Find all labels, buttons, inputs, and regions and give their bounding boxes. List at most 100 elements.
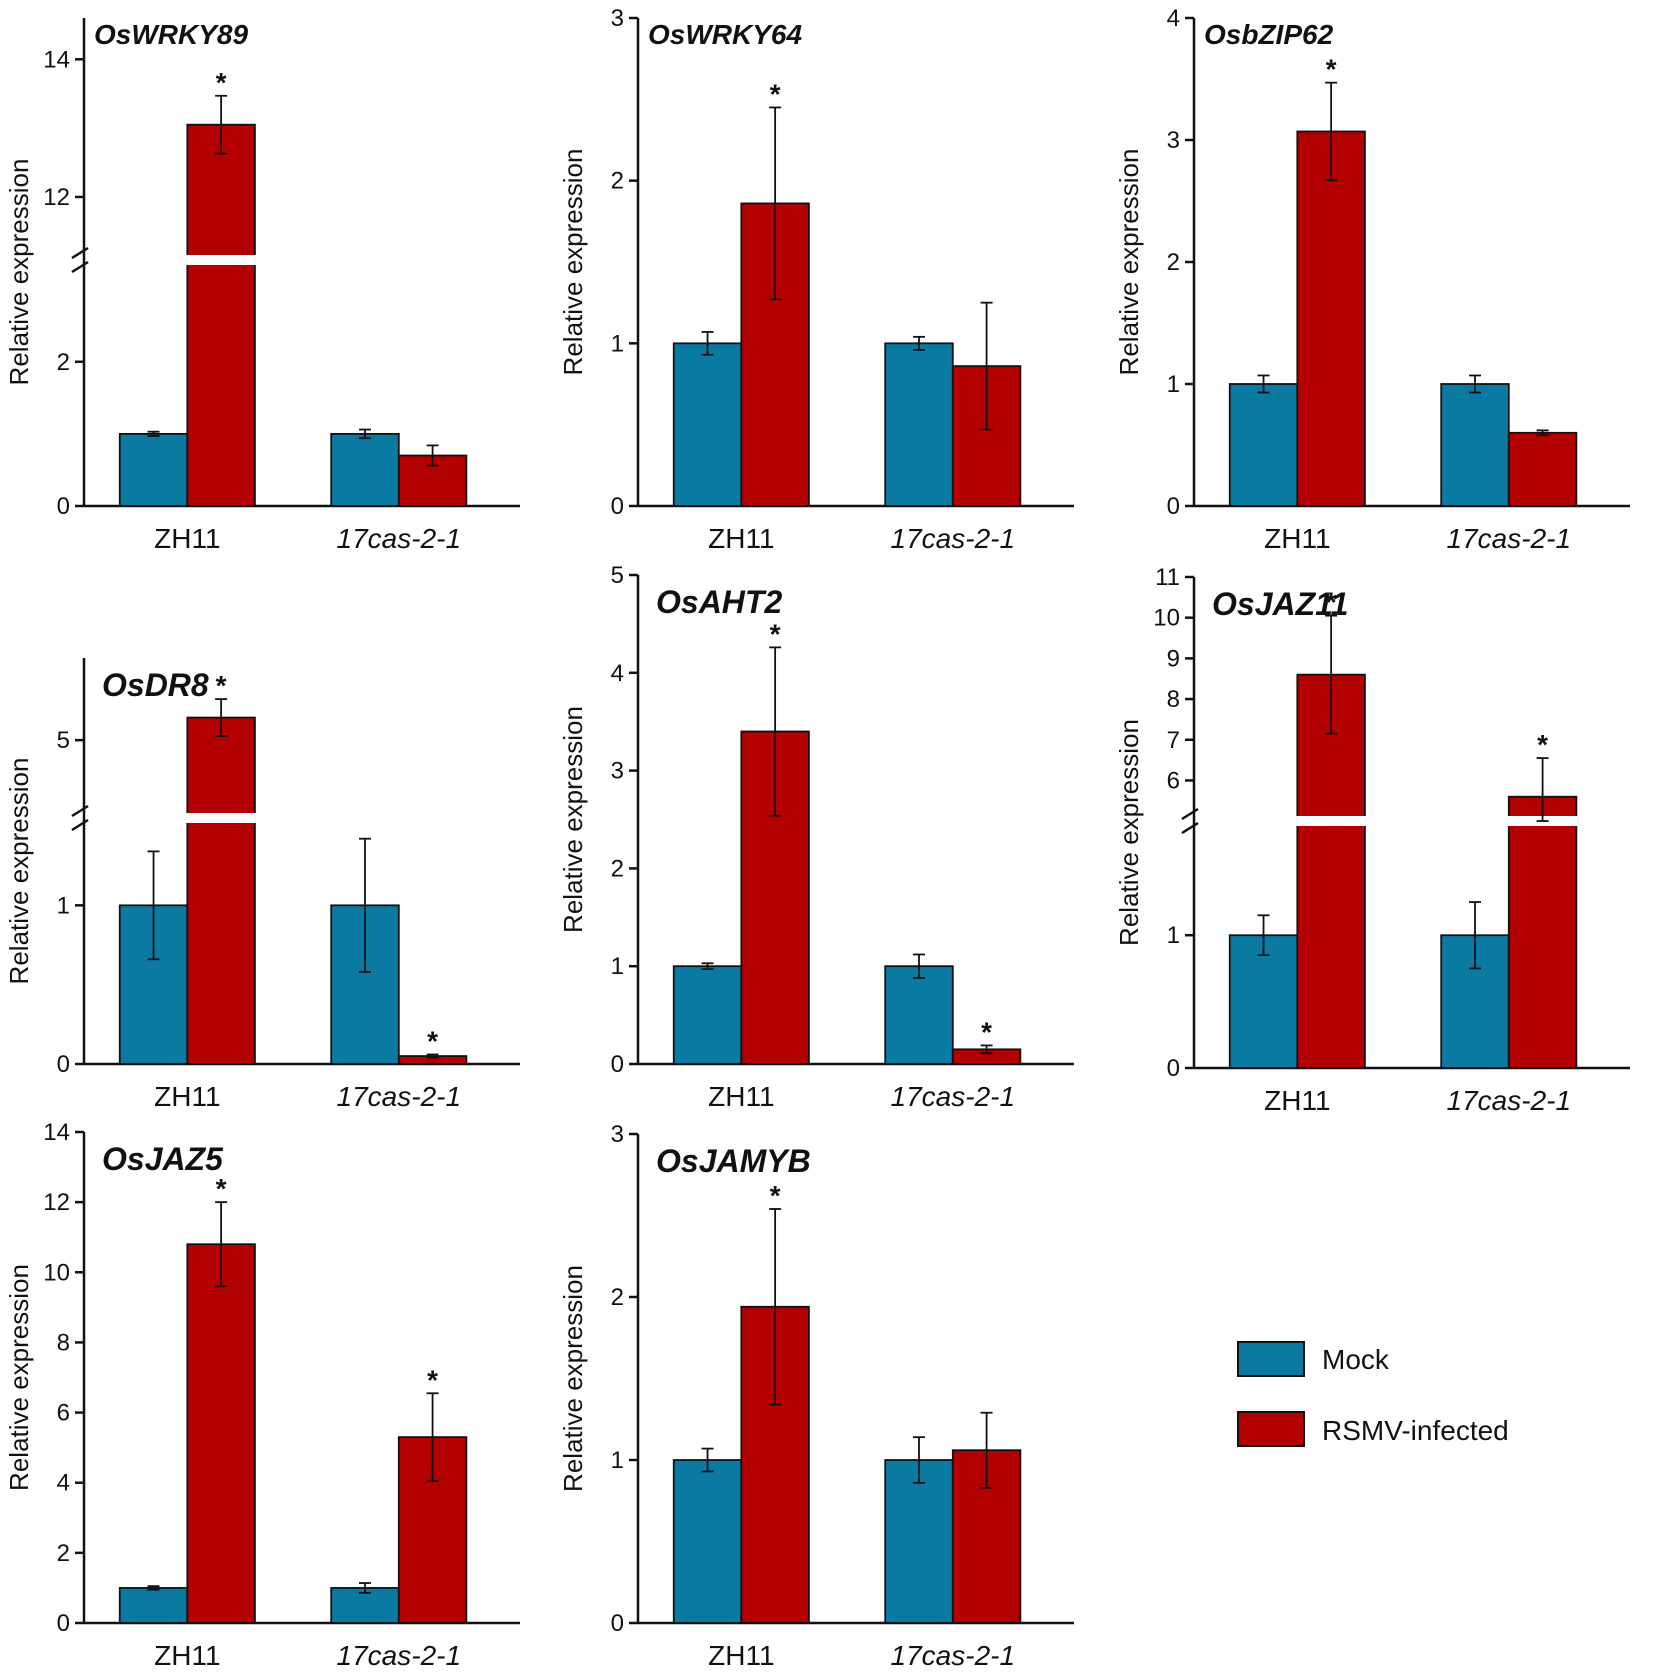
y-tick-label: 1 — [1167, 371, 1180, 398]
significance-star: * — [981, 1016, 992, 1047]
bar-mock-0 — [672, 342, 743, 507]
y-tick-label: 1 — [611, 1447, 624, 1474]
category-label: ZH11 — [708, 1640, 774, 1671]
legend: Mock RSMV-infected — [1237, 1341, 1509, 1447]
axis-break-mark — [71, 260, 89, 274]
bar-infected-1 — [1507, 431, 1578, 507]
category-label: 17cas-2-1 — [891, 1081, 1016, 1112]
axis-break-mark — [71, 804, 89, 818]
y-tick-label: 5 — [57, 727, 70, 754]
significance-star: * — [216, 67, 227, 98]
significance-star: * — [1326, 587, 1337, 618]
legend-swatch-infected — [1237, 1411, 1305, 1447]
y-tick-label: 2 — [57, 1540, 70, 1567]
y-tick-label: 10 — [43, 1259, 70, 1286]
y-tick-label: 4 — [57, 1470, 70, 1497]
panel-osjamyb: 0 1 2 3 Relative expression OsJAMYB* ZH11 17cas… — [558, 1121, 1074, 1671]
y-axis-label: Relative expression — [4, 1264, 34, 1491]
legend-label-mock: Mock — [1322, 1344, 1390, 1375]
y-tick-label: 2 — [611, 855, 624, 882]
bar-infected-0 — [1296, 130, 1366, 507]
category-label: ZH11 — [154, 1081, 220, 1112]
y-tick-label: 4 — [1167, 5, 1180, 32]
chart-title: OsWRKY89 — [94, 19, 248, 50]
bar-break-gap — [1296, 816, 1366, 826]
bar-mock-0 — [672, 1459, 743, 1624]
chart-title: OsJAZ5 — [102, 1141, 224, 1177]
bar-break-gap — [186, 813, 256, 823]
significance-star: * — [770, 78, 781, 109]
y-tick-label: 1 — [57, 892, 70, 919]
y-tick-label: 2 — [611, 168, 624, 195]
panel-oswrky89: 0 2 12 14 Relative expression OsWRKY89 * ZH11 17… — [4, 18, 520, 554]
y-tick-label: 14 — [43, 46, 70, 73]
bar-mock-0 — [118, 1587, 189, 1624]
bar-mock-0 — [1228, 383, 1299, 507]
y-tick-label: 0 — [57, 493, 70, 520]
y-tick-label: 3 — [611, 5, 624, 32]
bar-mock-1 — [1440, 383, 1510, 507]
y-axis-label: Relative expression — [4, 758, 34, 985]
y-tick-label: 0 — [1167, 1055, 1180, 1082]
bar-mock-1 — [884, 965, 954, 1065]
legend-swatch-mock — [1237, 1341, 1305, 1377]
category-label: 17cas-2-1 — [1447, 1085, 1572, 1116]
category-label: ZH11 — [1264, 523, 1330, 554]
category-label: 17cas-2-1 — [337, 1081, 462, 1112]
significance-star: * — [427, 1025, 438, 1056]
bar-infected-1 — [1507, 795, 1578, 1069]
category-label: ZH11 — [154, 523, 220, 554]
category-label: 17cas-2-1 — [337, 1640, 462, 1671]
y-tick-label: 10 — [1153, 605, 1180, 632]
category-label: ZH11 — [154, 1640, 220, 1671]
y-axis-label: Relative expression — [558, 1265, 588, 1492]
y-tick-label: 8 — [1167, 686, 1180, 713]
bar-infected-0 — [186, 123, 256, 507]
category-label: 17cas-2-1 — [891, 523, 1016, 554]
axis-break-mark — [71, 246, 89, 260]
y-tick-label: 2 — [57, 349, 70, 376]
bar-mock-1 — [330, 1587, 400, 1624]
category-label: 17cas-2-1 — [891, 1640, 1016, 1671]
y-tick-label: 14 — [43, 1119, 70, 1146]
y-tick-label: 0 — [57, 1610, 70, 1637]
bar-mock-0 — [118, 432, 189, 507]
bar-mock-1 — [884, 1459, 954, 1624]
y-tick-label: 1 — [611, 953, 624, 980]
significance-star: * — [1326, 54, 1337, 85]
significance-star: * — [216, 1173, 227, 1204]
y-tick-label: 2 — [1167, 249, 1180, 276]
y-axis-label: Relative expression — [1114, 149, 1144, 376]
y-tick-label: 11 — [1155, 564, 1180, 591]
y-tick-label: 2 — [611, 1284, 624, 1311]
y-axis-label: Relative expression — [558, 149, 588, 376]
chart-title: OsAHT2 — [656, 584, 782, 620]
axis-break-mark — [1181, 807, 1199, 821]
chart-title: OsDR8 — [102, 667, 209, 703]
y-tick-label: 4 — [611, 660, 624, 687]
legend-label-infected: RSMV-infected — [1322, 1415, 1509, 1446]
y-tick-label: 3 — [611, 758, 624, 785]
category-label: 17cas-2-1 — [1447, 523, 1572, 554]
panel-osbzip62: 0 1 2 3 4 Relative expression OsbZIP62 * ZH11 17c… — [1114, 5, 1630, 554]
category-label: ZH11 — [708, 523, 774, 554]
y-tick-label: 0 — [611, 493, 624, 520]
y-tick-label: 0 — [57, 1051, 70, 1078]
bar-break-gap — [186, 255, 256, 265]
significance-star: * — [770, 1180, 781, 1211]
y-tick-label: 1 — [1167, 922, 1180, 949]
y-tick-label: 12 — [43, 1189, 70, 1216]
chart-title: OsJAMYB — [656, 1143, 811, 1179]
y-axis-label: Relative expression — [1114, 719, 1144, 946]
bar-mock-1 — [884, 342, 954, 507]
y-tick-label: 6 — [1167, 767, 1180, 794]
bar-infected-1 — [397, 454, 468, 507]
panel-oswrky64: 0 1 2 3 Relative expression OsWRKY64 * ZH11 17ca… — [558, 5, 1074, 554]
bar-infected-0 — [1296, 673, 1366, 1069]
